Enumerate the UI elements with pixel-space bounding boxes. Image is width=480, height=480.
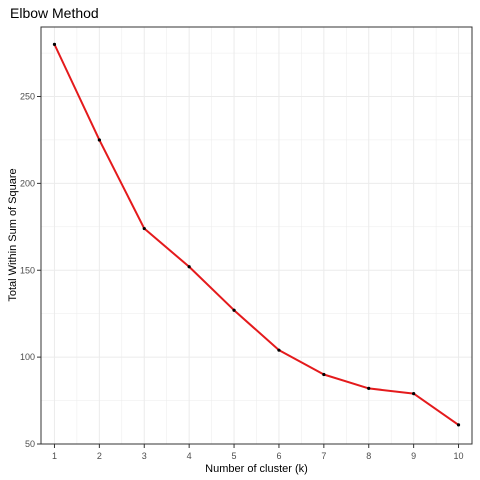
y-tick-label-5: 250	[20, 92, 35, 102]
y-tick-label-2: 100	[20, 352, 35, 362]
x-tick-label-3: 3	[142, 451, 147, 461]
data-point-3	[142, 226, 146, 231]
x-tick-label-1: 1	[52, 451, 57, 461]
data-point-9	[412, 392, 416, 396]
y-axis-title: Total Within Sum of Square	[7, 168, 19, 301]
axes-layer: 1 2 3 4 5 6 7 8 9 10 50 100 150 200 250	[20, 26, 473, 461]
y-tick-label-4: 200	[20, 178, 35, 188]
grid-layer	[41, 27, 472, 445]
y-tick-label-1: 50	[25, 439, 35, 449]
x-tick-label-6: 6	[276, 451, 281, 461]
x-tick-label-7: 7	[321, 451, 326, 461]
data-point-10	[456, 423, 461, 427]
data-layer	[52, 42, 461, 427]
data-point-2	[97, 138, 101, 142]
data-point-4	[187, 265, 191, 269]
series-line-1	[53, 43, 460, 426]
x-tick-label-2: 2	[97, 451, 102, 461]
x-tick-label-10: 10	[454, 451, 464, 461]
plot-border	[40, 26, 473, 445]
x-axis-title: Number of cluster (k)	[205, 463, 308, 475]
chart-title: Elbow Method	[10, 5, 99, 21]
data-point-6	[277, 348, 281, 352]
data-point-8	[367, 386, 371, 390]
data-point-7	[322, 372, 326, 377]
x-tick-label-9: 9	[411, 451, 416, 461]
data-point-5	[232, 308, 236, 312]
data-point-1	[52, 42, 57, 46]
y-tick-label-3: 150	[20, 265, 35, 275]
x-tick-label-5: 5	[232, 451, 237, 461]
x-tick-label-8: 8	[366, 451, 371, 461]
x-tick-label-4: 4	[187, 451, 192, 461]
